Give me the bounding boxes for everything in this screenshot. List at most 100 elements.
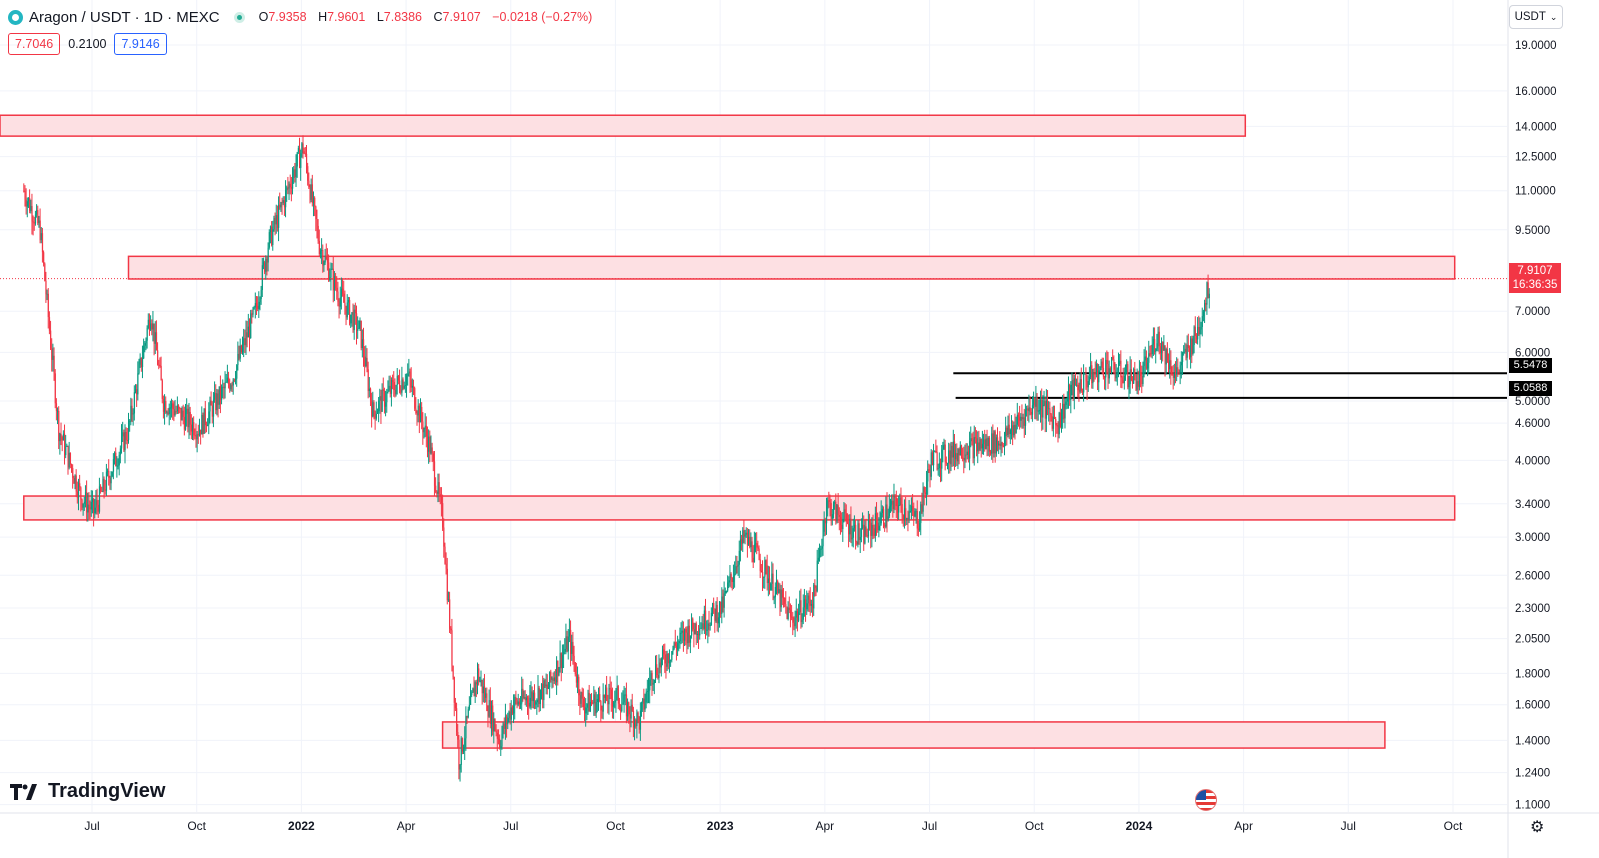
- candle-body: [635, 719, 637, 727]
- candle-body: [157, 350, 159, 365]
- candle-body: [195, 436, 197, 440]
- candle-body: [332, 268, 334, 291]
- candle-body: [856, 541, 858, 545]
- candle-body: [537, 687, 539, 701]
- candle-body: [745, 532, 747, 535]
- candle-body: [430, 447, 432, 454]
- candle-body: [1038, 410, 1041, 412]
- candle-body: [1184, 348, 1186, 352]
- candle-body: [23, 190, 25, 192]
- candle-body: [1030, 411, 1032, 415]
- candle-body: [437, 482, 439, 494]
- candle-body: [224, 382, 226, 389]
- candle-body: [451, 630, 453, 666]
- candle-body: [300, 153, 302, 168]
- candle-body: [675, 645, 678, 650]
- candle-body: [207, 424, 209, 426]
- x-tick-label: Oct: [606, 819, 625, 833]
- candle-body: [866, 535, 868, 537]
- candle-body: [328, 262, 330, 281]
- candle-body: [1115, 374, 1117, 379]
- candle-body: [952, 441, 955, 458]
- candle-body: [819, 549, 821, 558]
- candle-body: [193, 422, 195, 436]
- candle-body: [1006, 427, 1008, 435]
- candle-body: [962, 457, 964, 459]
- candle-body: [231, 385, 233, 387]
- candle-body: [880, 513, 882, 524]
- candle-body: [1008, 424, 1010, 435]
- candle-body: [122, 432, 124, 437]
- candle-body: [634, 719, 636, 728]
- tradingview-wordmark: TradingView: [48, 780, 166, 802]
- currency-button[interactable]: USDT ⌄: [1509, 5, 1563, 29]
- candle-body: [978, 442, 980, 450]
- zone-rect: [23, 495, 1456, 521]
- candle-body: [717, 617, 720, 624]
- candle-body: [310, 184, 312, 200]
- ask-price-button[interactable]: 7.9146: [114, 33, 167, 55]
- gear-icon[interactable]: ⚙: [1530, 819, 1545, 836]
- candle-body: [794, 617, 796, 627]
- candle-body: [716, 604, 718, 624]
- candle-body: [296, 152, 298, 167]
- candle-body: [557, 660, 559, 676]
- candle-body: [873, 528, 875, 536]
- candle-body: [572, 641, 574, 656]
- candle-body: [869, 519, 871, 523]
- candle-body: [137, 373, 139, 395]
- candle-body: [1076, 384, 1078, 386]
- candle-body: [922, 487, 924, 512]
- candle-body: [305, 153, 308, 167]
- candle-body: [30, 206, 32, 212]
- candle-body: [344, 302, 346, 306]
- symbol-title[interactable]: Aragon / USDT · 1D · MEXC: [29, 8, 220, 26]
- candle-body: [175, 411, 177, 413]
- candle-body: [1078, 390, 1080, 392]
- candle-body: [123, 432, 125, 451]
- candle-body: [243, 338, 245, 346]
- candle-body: [921, 504, 923, 512]
- candle-body: [389, 385, 391, 394]
- candle-body: [830, 503, 832, 519]
- candle-body: [1164, 345, 1166, 365]
- candle-body: [686, 632, 688, 644]
- candle-body: [374, 411, 376, 419]
- candle-body: [162, 398, 165, 412]
- candle-body: [558, 668, 560, 676]
- candle-body: [849, 518, 851, 535]
- candle-body: [835, 501, 837, 522]
- bid-price-button[interactable]: 7.7046: [8, 33, 61, 55]
- market-status-icon[interactable]: [233, 11, 245, 23]
- candle-body: [886, 504, 888, 521]
- candle-body: [756, 543, 758, 548]
- x-tick-label: Apr: [1234, 819, 1253, 833]
- candle-body: [60, 433, 62, 438]
- candle-body: [360, 320, 362, 348]
- candle-body: [953, 441, 956, 460]
- tradingview-logo[interactable]: TradingView: [10, 780, 165, 803]
- candle-body: [1102, 367, 1105, 377]
- candle-body: [855, 524, 857, 542]
- candle-body: [1072, 380, 1074, 398]
- candle-body: [863, 524, 865, 544]
- candle-body: [410, 379, 412, 388]
- candle-body: [846, 521, 849, 524]
- candle-body: [194, 435, 196, 437]
- candle-body: [488, 700, 490, 717]
- candle-body: [180, 407, 182, 421]
- candle-body: [799, 600, 801, 613]
- candle-body: [529, 697, 531, 707]
- candle-body: [877, 522, 879, 531]
- candle-body: [613, 702, 615, 707]
- us-flag-icon[interactable]: [1195, 789, 1217, 811]
- candle-body: [395, 384, 397, 395]
- candle-body: [1171, 373, 1173, 375]
- candle-body: [375, 413, 377, 419]
- candle-body: [501, 733, 503, 747]
- candle-body: [497, 738, 500, 740]
- candle-body: [130, 405, 132, 421]
- open-label: O: [258, 10, 269, 24]
- candle-body: [290, 187, 293, 189]
